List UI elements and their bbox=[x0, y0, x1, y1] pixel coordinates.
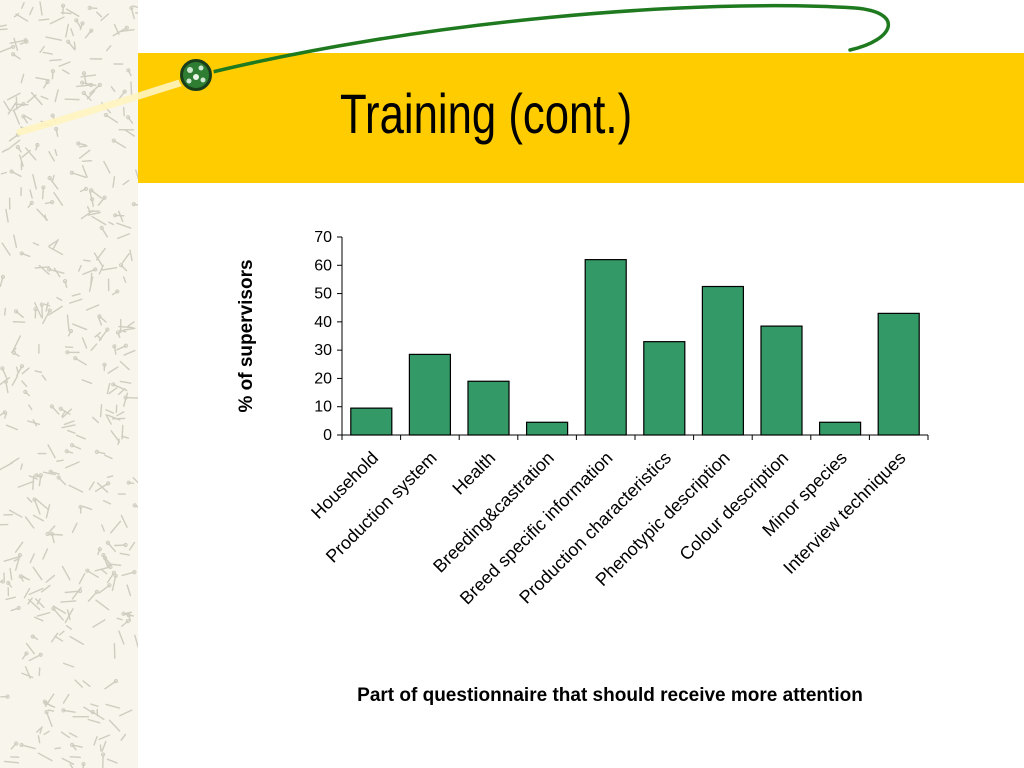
decorative-pattern-strip bbox=[0, 0, 138, 768]
bar-interview-techniques bbox=[877, 312, 920, 436]
y-tick-label: 20 bbox=[314, 370, 332, 387]
y-tick-label: 0 bbox=[323, 427, 332, 444]
x-axis-title: Part of questionnaire that should receiv… bbox=[357, 685, 863, 706]
y-tick-label: 60 bbox=[314, 257, 332, 274]
bar-minor-species bbox=[818, 421, 862, 436]
bar-household bbox=[350, 407, 393, 436]
y-tick-label: 30 bbox=[314, 342, 332, 359]
bar-production-system bbox=[408, 353, 452, 436]
bar-colour-description bbox=[760, 325, 803, 436]
y-tick-label: 40 bbox=[314, 314, 332, 331]
x-tick-label: Production system bbox=[322, 448, 441, 567]
bar-breeding-castration bbox=[525, 421, 569, 436]
x-tick-label: Health bbox=[448, 448, 499, 499]
y-tick-label: 10 bbox=[314, 399, 332, 416]
slide-title: Training (cont.) bbox=[340, 82, 633, 145]
bar-breed-specific-information bbox=[584, 259, 627, 436]
y-tick-label: 50 bbox=[314, 286, 332, 303]
y-tick-label: 70 bbox=[314, 229, 332, 246]
bar-health bbox=[467, 380, 510, 436]
bar-phenotypic-description bbox=[701, 285, 745, 436]
bar-production-characteristics bbox=[643, 341, 686, 436]
y-axis-title: % of supervisors bbox=[236, 259, 257, 412]
x-tick-label: Colour description bbox=[676, 448, 793, 565]
